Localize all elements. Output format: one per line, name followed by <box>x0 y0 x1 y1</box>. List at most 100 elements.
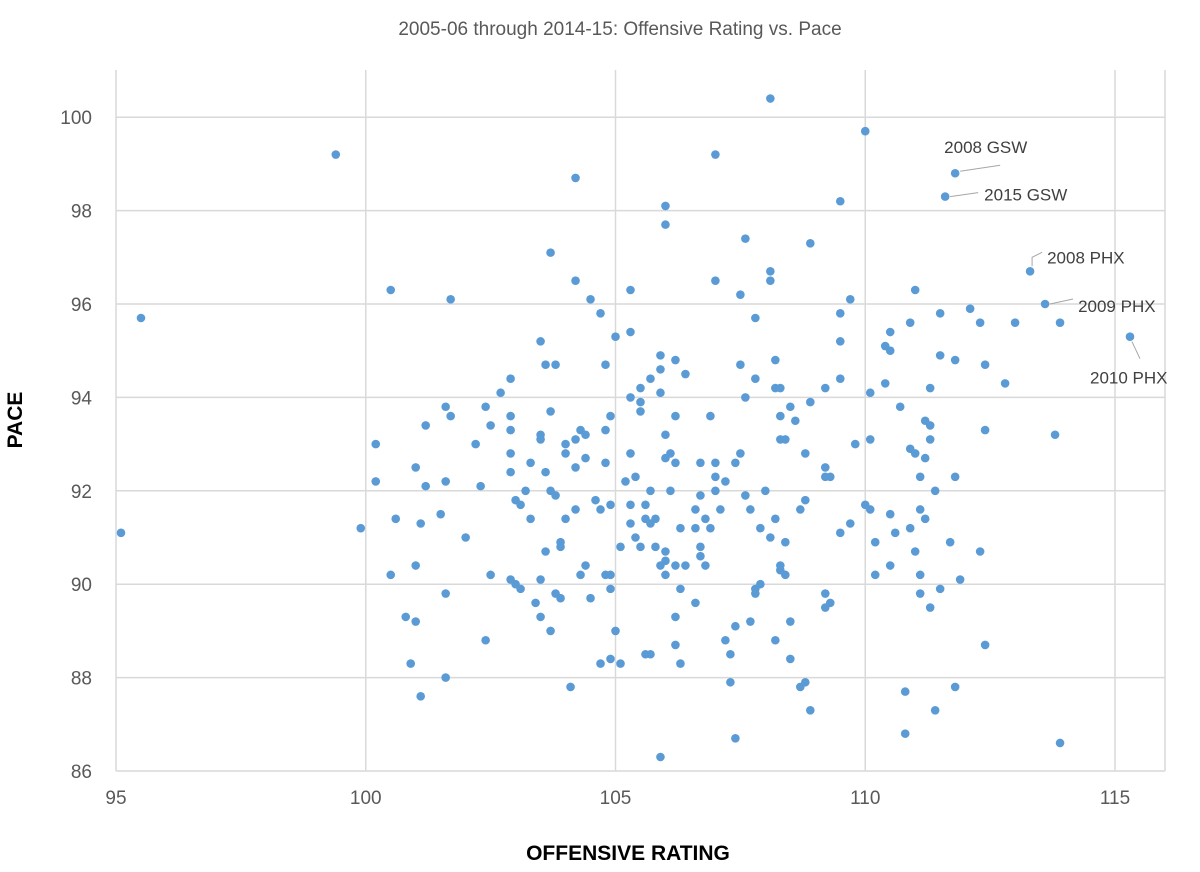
data-point <box>776 411 785 421</box>
data-point <box>576 570 585 580</box>
data-point <box>671 612 680 622</box>
data-point <box>925 435 935 444</box>
data-point <box>806 397 815 407</box>
data-point <box>571 505 580 514</box>
data-point <box>756 523 765 533</box>
data-points <box>116 94 1135 762</box>
data-point <box>975 547 985 556</box>
data-point <box>626 393 635 402</box>
data-point <box>661 220 670 229</box>
data-point <box>416 691 425 701</box>
data-point <box>711 472 720 482</box>
annotations: 2008 GSW 2015 GSW 2008 PHX 2009 PHX 2010 PHX <box>944 138 1167 387</box>
data-point <box>935 351 945 360</box>
data-point <box>865 435 875 444</box>
data-point <box>711 486 720 496</box>
data-point <box>481 635 490 645</box>
data-point <box>1055 318 1065 327</box>
data-point <box>556 593 565 603</box>
data-point <box>531 598 540 608</box>
data-point <box>771 355 780 365</box>
data-point <box>905 318 915 327</box>
data-point <box>541 547 550 556</box>
data-point <box>571 435 580 444</box>
data-point <box>781 435 790 444</box>
data-point <box>411 463 421 472</box>
annotation-label: 2008 GSW <box>944 138 1027 157</box>
data-point <box>980 425 990 435</box>
data-point <box>626 327 635 337</box>
data-point <box>506 449 515 458</box>
data-point <box>606 411 615 421</box>
data-point <box>506 411 515 421</box>
data-point <box>666 486 675 496</box>
data-point <box>771 635 780 645</box>
data-point <box>526 458 535 468</box>
data-point <box>1040 299 1050 309</box>
data-point <box>751 589 760 598</box>
data-point <box>541 467 550 477</box>
data-point <box>516 500 525 510</box>
data-point <box>641 500 650 510</box>
data-point <box>766 533 775 542</box>
data-point <box>561 439 570 449</box>
y-tick-label: 100 <box>60 108 92 129</box>
data-point <box>696 491 705 500</box>
data-point <box>751 313 760 323</box>
data-point <box>536 575 545 584</box>
data-point <box>406 659 416 668</box>
data-point <box>691 505 700 514</box>
data-point <box>571 463 580 472</box>
data-point <box>796 505 805 514</box>
data-point <box>596 505 605 514</box>
data-point <box>691 523 700 533</box>
data-point <box>860 126 870 136</box>
data-point <box>616 659 625 668</box>
data-point <box>611 332 620 341</box>
data-point <box>761 486 770 496</box>
data-point <box>671 458 680 468</box>
data-point <box>506 374 515 384</box>
data-point <box>536 337 545 346</box>
y-tick-label: 90 <box>71 575 92 596</box>
data-point <box>950 168 960 178</box>
data-point <box>701 561 710 570</box>
data-point <box>626 449 635 458</box>
data-point <box>606 654 615 664</box>
data-point <box>391 514 401 524</box>
data-point <box>825 598 835 608</box>
data-point <box>606 570 615 580</box>
data-point <box>616 542 625 552</box>
annotation-leader-line <box>1031 251 1043 267</box>
data-point <box>865 505 875 514</box>
data-point <box>651 514 660 524</box>
data-point <box>975 318 985 327</box>
data-point <box>601 360 610 370</box>
data-point <box>676 523 685 533</box>
data-point <box>441 402 450 412</box>
data-point <box>835 337 845 346</box>
data-point <box>631 533 640 542</box>
data-point <box>626 285 635 295</box>
data-point <box>546 407 555 416</box>
data-point <box>646 486 655 496</box>
data-point <box>945 537 955 547</box>
data-point <box>801 449 810 458</box>
data-point <box>411 561 421 570</box>
data-point <box>835 309 845 318</box>
data-point <box>825 472 835 482</box>
data-point <box>1025 267 1035 276</box>
data-point <box>666 449 675 458</box>
data-point <box>556 542 565 552</box>
data-point <box>626 500 635 510</box>
data-point <box>506 467 515 477</box>
data-point <box>741 491 750 500</box>
data-point <box>1000 379 1010 388</box>
data-point <box>895 402 905 412</box>
data-point <box>726 649 735 659</box>
data-point <box>925 603 935 612</box>
data-point <box>646 374 655 384</box>
data-point <box>900 729 910 738</box>
data-point <box>900 687 910 696</box>
